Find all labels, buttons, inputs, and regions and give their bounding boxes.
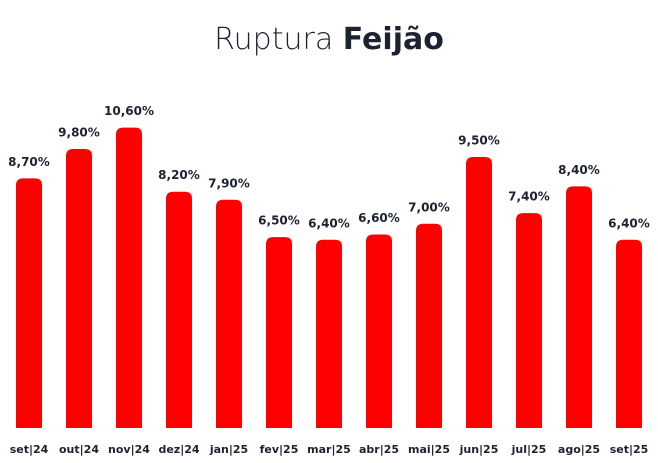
- title-bold: Feijão: [343, 22, 444, 57]
- bar: [266, 237, 292, 428]
- x-tick-label: nov|24: [108, 443, 150, 456]
- x-tick-label: abr|25: [359, 443, 399, 456]
- bar: [216, 199, 242, 428]
- value-label: 10,60%: [104, 104, 154, 118]
- value-label: 7,90%: [208, 176, 250, 190]
- value-label: 7,00%: [408, 200, 450, 214]
- bar: [466, 157, 492, 429]
- value-label: 9,50%: [458, 134, 500, 148]
- x-tick-label: jun|25: [459, 443, 499, 456]
- bar: [116, 127, 142, 429]
- bar: [166, 191, 192, 428]
- x-tick-label: jul|25: [511, 443, 547, 456]
- x-tick-label: set|25: [610, 443, 649, 456]
- bar: [616, 239, 642, 428]
- value-label: 6,60%: [358, 211, 400, 225]
- value-label: 8,70%: [8, 155, 50, 169]
- x-tick-label: dez|24: [158, 443, 199, 456]
- x-tick-label: mar|25: [307, 443, 351, 456]
- x-tick-label: out|24: [59, 443, 99, 456]
- bar: [66, 149, 92, 428]
- value-label: 9,80%: [58, 126, 100, 140]
- chart-title: Ruptura Feijão: [214, 22, 444, 57]
- bar: [516, 213, 542, 428]
- value-label: 7,40%: [508, 190, 550, 204]
- value-label: 6,50%: [258, 214, 300, 228]
- bar: [16, 178, 42, 428]
- bar: [416, 223, 442, 428]
- title-light: Ruptura: [214, 22, 333, 57]
- x-tick-label: ago|25: [558, 443, 600, 456]
- x-tick-label: fev|25: [260, 443, 299, 456]
- value-label: 8,20%: [158, 168, 200, 182]
- value-label: 6,40%: [608, 216, 650, 230]
- bar: [566, 186, 592, 428]
- value-label: 6,40%: [308, 216, 350, 230]
- x-tick-label: jan|25: [209, 443, 248, 456]
- x-tick-label: set|24: [10, 443, 49, 456]
- x-tick-label: mai|25: [408, 443, 450, 456]
- bar: [316, 239, 342, 428]
- value-label: 8,40%: [558, 163, 600, 177]
- bar: [366, 234, 392, 428]
